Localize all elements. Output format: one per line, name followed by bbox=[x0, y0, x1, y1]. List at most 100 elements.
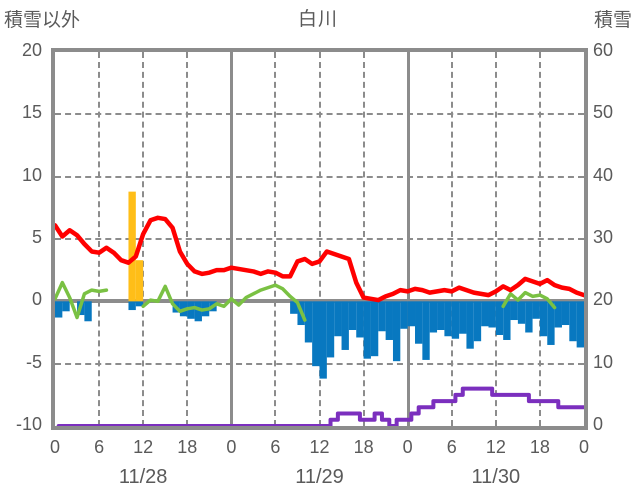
right-axis-tick: 30 bbox=[593, 227, 614, 247]
negative-bar bbox=[370, 301, 379, 357]
negative-bar bbox=[128, 301, 136, 311]
x-axis-tick: 6 bbox=[94, 437, 105, 457]
negative-bar bbox=[569, 301, 577, 342]
negative-bar bbox=[290, 301, 298, 314]
temperature-line bbox=[55, 215, 584, 303]
negative-bar bbox=[348, 301, 357, 330]
chart-title: 白川 bbox=[297, 9, 338, 30]
negative-bar bbox=[466, 301, 474, 349]
plot-area bbox=[51, 48, 588, 430]
right-axis-unit-label: 積雪 bbox=[593, 10, 632, 31]
negative-bar bbox=[378, 301, 386, 332]
negative-bar bbox=[554, 301, 562, 328]
vertical-gridline bbox=[362, 52, 365, 426]
x-axis-tick: 6 bbox=[446, 437, 457, 457]
left-axis-unit-label: 積雪以外 bbox=[4, 10, 81, 31]
negative-bar bbox=[517, 301, 526, 324]
negative-bar bbox=[319, 301, 327, 379]
right-axis-tick: 60 bbox=[593, 40, 614, 60]
right-axis-tick: 40 bbox=[593, 164, 614, 185]
day-divider bbox=[406, 52, 410, 426]
day-label: 11/29 bbox=[295, 466, 344, 488]
left-axis-tick: 0 bbox=[31, 289, 42, 310]
negative-bar bbox=[547, 301, 555, 345]
negative-bar bbox=[481, 301, 489, 327]
x-axis-tick: 18 bbox=[529, 437, 550, 457]
negative-bar bbox=[194, 301, 202, 322]
day-label: 11/30 bbox=[471, 466, 521, 488]
vertical-gridline bbox=[274, 52, 277, 426]
negative-bar bbox=[341, 301, 349, 350]
negative-bar bbox=[532, 301, 540, 319]
plot-inner bbox=[55, 52, 584, 426]
left-axis-tick: 10 bbox=[21, 164, 42, 185]
negative-bar bbox=[429, 301, 438, 333]
negative-bar bbox=[363, 301, 371, 359]
left-axis-tick: 15 bbox=[21, 102, 42, 123]
left-axis-tick: 5 bbox=[31, 227, 42, 247]
snow-depth-line bbox=[56, 386, 584, 426]
negative-bar bbox=[334, 301, 342, 337]
negative-bar bbox=[561, 301, 570, 326]
line-series-layer bbox=[55, 215, 584, 426]
negative-bar bbox=[385, 301, 393, 340]
negative-bar bbox=[304, 301, 313, 343]
negative-bar bbox=[525, 301, 533, 333]
vertical-gridline bbox=[318, 52, 321, 426]
day-divider bbox=[230, 52, 234, 426]
negative-bar bbox=[407, 301, 416, 327]
x-axis-tick: 12 bbox=[133, 437, 154, 457]
x-axis-tick: 0 bbox=[49, 437, 60, 457]
negative-bar bbox=[473, 301, 482, 342]
x-axis-tick: 0 bbox=[226, 437, 237, 457]
negative-bar bbox=[312, 301, 320, 367]
bar-series-layer bbox=[55, 191, 584, 379]
negative-bar bbox=[84, 301, 92, 322]
negative-bar bbox=[437, 301, 445, 330]
negative-bar bbox=[392, 301, 401, 362]
vertical-gridline bbox=[186, 52, 189, 426]
precipitation-bar bbox=[128, 191, 136, 302]
x-axis-tick: 18 bbox=[177, 437, 198, 457]
x-axis-tick: 6 bbox=[270, 437, 281, 457]
vertical-gridline bbox=[538, 52, 541, 426]
wind-speed-line bbox=[55, 280, 557, 322]
negative-bar bbox=[503, 301, 511, 340]
right-axis-tick: 20 bbox=[593, 289, 614, 310]
precipitation-bar bbox=[135, 260, 144, 302]
vertical-gridline bbox=[450, 52, 453, 426]
negative-bar bbox=[326, 301, 335, 358]
negative-bar bbox=[576, 301, 584, 348]
x-axis-tick: 12 bbox=[485, 437, 506, 457]
x-axis-tick: 18 bbox=[353, 437, 374, 457]
left-axis-tick: -10 bbox=[15, 414, 42, 434]
negative-bar bbox=[415, 301, 423, 344]
vertical-gridline bbox=[98, 52, 101, 426]
negative-bar bbox=[495, 301, 504, 335]
negative-bar bbox=[539, 301, 548, 337]
vertical-gridline bbox=[494, 52, 497, 426]
x-axis-tick: 0 bbox=[578, 437, 589, 457]
left-axis-tick: -5 bbox=[25, 351, 42, 372]
day-label: 11/28 bbox=[118, 466, 168, 488]
negative-bar bbox=[451, 301, 460, 339]
left-axis-tick: 20 bbox=[21, 40, 42, 60]
negative-bar bbox=[135, 301, 144, 307]
negative-bar bbox=[510, 301, 518, 321]
negative-bar bbox=[584, 301, 588, 323]
x-axis-tick: 0 bbox=[402, 437, 413, 457]
negative-bar bbox=[55, 301, 63, 318]
negative-bar bbox=[444, 301, 452, 337]
negative-bar bbox=[459, 301, 467, 334]
x-axis-tick: 12 bbox=[309, 437, 330, 457]
right-axis-tick: 10 bbox=[593, 351, 614, 372]
negative-bar bbox=[356, 301, 364, 338]
right-axis-tick: 0 bbox=[593, 414, 604, 434]
negative-bar bbox=[422, 301, 430, 360]
right-axis-tick: 50 bbox=[593, 102, 614, 123]
negative-bar bbox=[400, 301, 408, 329]
negative-bar bbox=[488, 301, 496, 328]
negative-bar bbox=[187, 301, 195, 319]
negative-bar bbox=[62, 301, 70, 312]
